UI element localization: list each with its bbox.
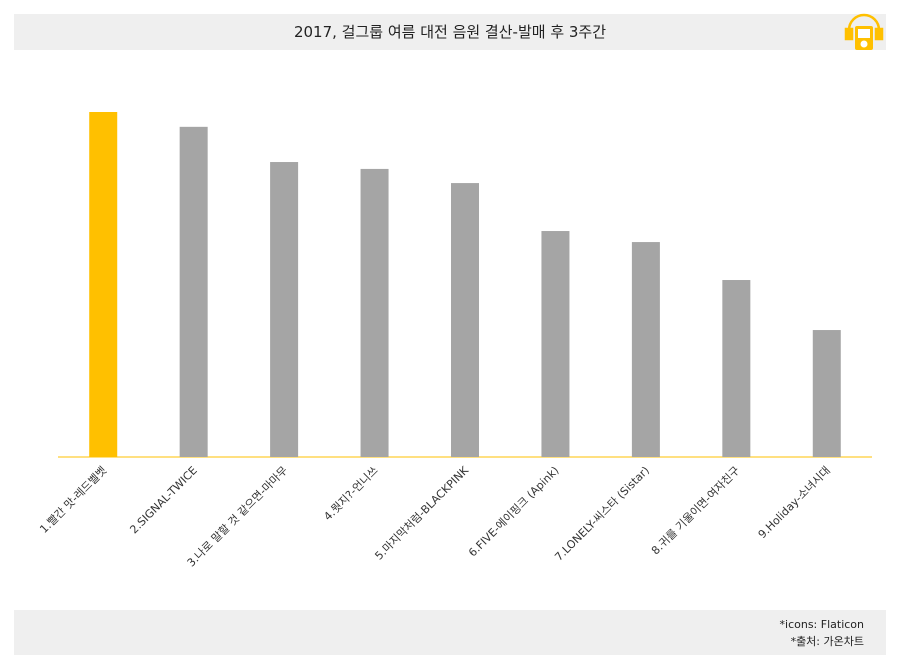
x-tick-label: 4.뭣지?-언니쓰 (321, 463, 381, 523)
x-tick-label: 7.LONELY-씨스타 (Sistar) (552, 464, 652, 564)
bar (270, 162, 299, 457)
bar (360, 168, 389, 458)
bar (812, 330, 841, 457)
footnote: *icons: Flaticon (780, 618, 865, 631)
bar (541, 231, 570, 457)
x-tick-label: 3.나로 말할 것 같으면-마마무 (185, 464, 291, 570)
bar (179, 126, 208, 458)
bar (631, 242, 660, 457)
x-tick-label: 5.마지막처럼-BLACKPINK (372, 463, 471, 562)
music-icon (844, 13, 884, 50)
bar (722, 280, 751, 457)
x-tick-label: 2.SIGNAL-TWICE (127, 464, 199, 536)
chart-title: 2017, 걸그룹 여름 대전 음원 결산-발매 후 3주간 (294, 23, 606, 41)
title-band (14, 14, 886, 50)
footnote: *출처: 가온차트 (791, 635, 864, 648)
x-tick-label: 6.FIVE-에이핑크 (Apink) (466, 464, 561, 559)
x-tick-label: 1.빨간 맛-레드벨벳 (37, 464, 109, 536)
footer-band (14, 610, 886, 655)
x-tick-label: 8.귀를 기울이면-여자친구 (649, 464, 742, 557)
bar (451, 183, 479, 457)
bar (89, 112, 118, 457)
x-tick-label: 9.Holiday-소녀시대 (756, 464, 833, 541)
